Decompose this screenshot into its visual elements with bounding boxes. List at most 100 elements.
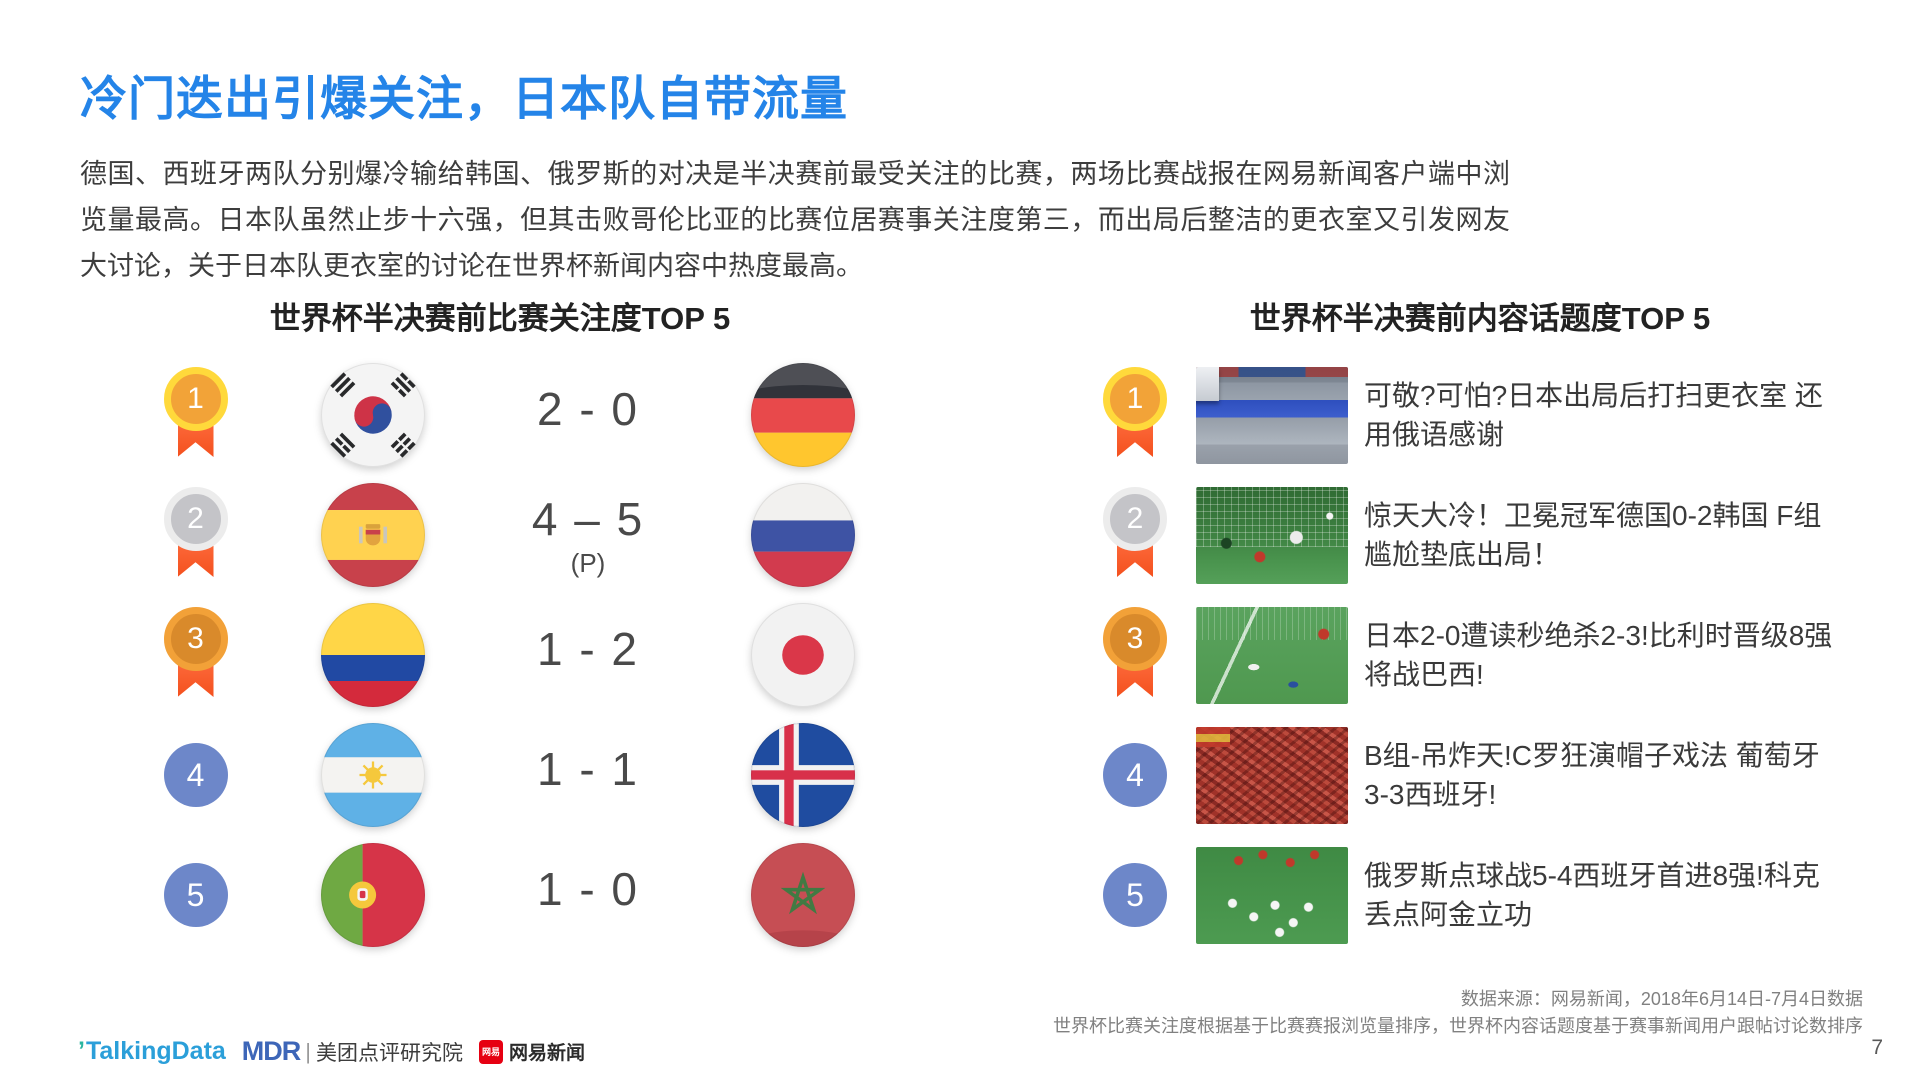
flag-south-korea-icon [321, 363, 425, 467]
rank-number: 3 [1103, 607, 1167, 671]
news-headline: 惊天大冷！卫冕冠军德国0-2韩国 F组尴尬垫底出局！ [1364, 500, 1822, 570]
away-flag-cell [683, 603, 923, 707]
bronze-medal-rank-icon: 3 [163, 607, 229, 703]
match-score: 4 – 5 [531, 492, 645, 545]
source-line-1: 数据来源：网易新闻，2018年6月14日-7月4日数据 [1460, 989, 1863, 1009]
talkingdata-wordmark: TalkingData [85, 1037, 226, 1065]
score-note [493, 438, 683, 448]
news-row-3: 3 日本2-0遭读秒绝杀2-3!比利时晋级8强将战巴西! [1080, 595, 1880, 715]
talkingdata-logo: ’TalkingData [78, 1037, 226, 1066]
content-topic-section: 世界杯半决赛前内容话题度TOP 5 1 可敬?可怕?日本出局后打扫更衣室 还用俄… [1080, 297, 1880, 955]
news-headline: 俄罗斯点球战5-4西班牙首进8强!科克丢点阿金立功 [1364, 860, 1820, 930]
news-headline: 可敬?可怕?日本出局后打扫更衣室 还用俄语感谢 [1364, 380, 1823, 450]
thumbnail-germany-korea-goal [1196, 486, 1348, 584]
rank-cell: 2 [1080, 487, 1190, 583]
away-flag-cell [683, 363, 923, 467]
away-flag-cell [683, 483, 923, 587]
score-note [493, 918, 683, 928]
flag-iceland-icon [751, 723, 855, 827]
rank-number: 2 [163, 487, 228, 551]
rank-badge: 5 [1103, 863, 1167, 927]
rank-number: 1 [1103, 367, 1167, 431]
news-row-4: 4 B组-吊炸天!C罗狂演帽子戏法 葡萄牙3-3西班牙! [1080, 715, 1880, 835]
flag-morocco-icon [751, 843, 855, 947]
data-source-note: 数据来源：网易新闻，2018年6月14日-7月4日数据 世界杯比赛关注度根据基于… [1053, 986, 1863, 1040]
netease-news-logo: 网易 网易新闻 [479, 1038, 585, 1065]
rank-cell: 2 [138, 487, 253, 583]
flag-portugal-icon [321, 843, 425, 947]
footer-logos: ’TalkingData MDR | 美团点评研究院 网易 网易新闻 [78, 1036, 585, 1067]
match-row-2: 2 4 – 5 (P) [80, 475, 980, 595]
home-flag-cell [253, 363, 493, 467]
left-column-header: 世界杯半决赛前比赛关注度TOP 5 [269, 301, 731, 336]
news-headline: 日本2-0遭读秒绝杀2-3!比利时晋级8强将战巴西! [1364, 620, 1833, 690]
thumbnail-japan-locker-room [1196, 366, 1348, 464]
flag-germany-icon [751, 363, 855, 467]
home-flag-cell [253, 843, 493, 947]
source-line-2: 世界杯比赛关注度根据基于比赛赛报浏览量排序，世界杯内容话题度基于赛事新闻用户跟帖… [1053, 1016, 1863, 1036]
rank-cell: 4 [1080, 743, 1190, 807]
gold-medal-rank-icon: 1 [1102, 367, 1168, 463]
rank-cell: 5 [138, 863, 253, 927]
thumbnail-portugal-spain-fans [1196, 726, 1348, 824]
match-score: 1 - 1 [536, 743, 640, 795]
content-columns: 世界杯半决赛前比赛关注度TOP 5 1 2 - 0 [0, 297, 1921, 955]
rank-badge: 4 [1103, 743, 1167, 807]
right-column-header: 世界杯半决赛前内容话题度TOP 5 [1249, 301, 1711, 336]
netease-badge-icon: 网易 [479, 1039, 504, 1064]
score-note [493, 798, 683, 808]
intro-paragraph: 德国、西班牙两队分别爆冷输给韩国、俄罗斯的对决是半决赛前最受关注的比赛，两场比赛… [80, 159, 1510, 281]
match-row-1: 1 2 - 0 [80, 355, 980, 475]
page-number: 7 [1871, 1036, 1883, 1059]
bronze-medal-rank-icon: 3 [1102, 607, 1168, 703]
mdr-wordmark: MDR [241, 1036, 301, 1066]
logo-divider: | [305, 1038, 312, 1064]
rank-cell: 3 [1080, 607, 1190, 703]
talkingdata-tick-icon: ’ [78, 1037, 85, 1065]
rank-cell: 3 [138, 607, 253, 703]
news-row-2: 2 惊天大冷！卫冕冠军德国0-2韩国 F组尴尬垫底出局！ [1080, 475, 1880, 595]
rank-cell: 4 [138, 743, 253, 807]
thumbnail-russia-spain-celebration [1196, 846, 1348, 944]
rank-cell: 1 [1080, 367, 1190, 463]
meituan-dianping-research-logo: MDR | 美团点评研究院 [242, 1036, 463, 1067]
score-cell: 4 – 5 (P) [493, 492, 683, 579]
flag-colombia-icon [321, 603, 425, 707]
score-cell: 2 - 0 [493, 382, 683, 448]
home-flag-cell [253, 603, 493, 707]
flag-argentina-icon [321, 723, 425, 827]
rank-number: 3 [163, 607, 228, 671]
news-rows: 1 可敬?可怕?日本出局后打扫更衣室 还用俄语感谢 2 惊天大冷！卫冕冠军德 [1080, 355, 1880, 955]
match-attention-section: 世界杯半决赛前比赛关注度TOP 5 1 2 - 0 [80, 297, 980, 955]
match-row-3: 3 1 - 2 [80, 595, 980, 715]
match-row-5: 5 1 - 0 [80, 835, 980, 955]
match-row-4: 4 1 - 1 [80, 715, 980, 835]
rank-badge: 5 [163, 863, 228, 927]
rank-badge: 4 [163, 743, 228, 807]
thumbnail-japan-belgium-match [1196, 606, 1348, 704]
score-note-penalties: (P) [570, 547, 606, 578]
gold-medal-rank-icon: 1 [163, 367, 229, 463]
flag-russia-icon [751, 483, 855, 587]
rank-number: 1 [163, 367, 228, 431]
silver-medal-rank-icon: 2 [163, 487, 229, 583]
match-score: 2 - 0 [536, 383, 640, 435]
match-score: 1 - 2 [536, 623, 640, 675]
score-cell: 1 - 2 [493, 622, 683, 688]
silver-medal-rank-icon: 2 [1102, 487, 1168, 583]
away-flag-cell [683, 723, 923, 827]
netease-news-wordmark: 网易新闻 [509, 1043, 586, 1064]
news-row-1: 1 可敬?可怕?日本出局后打扫更衣室 还用俄语感谢 [1080, 355, 1880, 475]
away-flag-cell [683, 843, 923, 947]
home-flag-cell [253, 483, 493, 587]
mdr-label: 美团点评研究院 [316, 1041, 464, 1065]
page-title: 冷门迭出引爆关注，日本队自带流量 [80, 72, 848, 125]
rank-cell: 5 [1080, 863, 1190, 927]
match-score: 1 - 0 [536, 863, 640, 915]
news-row-5: 5 俄罗斯点球战5-4西班牙首进8强!科克丢点阿金立功 [1080, 835, 1880, 955]
flag-spain-icon [321, 483, 425, 587]
rank-number: 2 [1103, 487, 1167, 551]
score-cell: 1 - 0 [493, 862, 683, 928]
score-cell: 1 - 1 [493, 742, 683, 808]
